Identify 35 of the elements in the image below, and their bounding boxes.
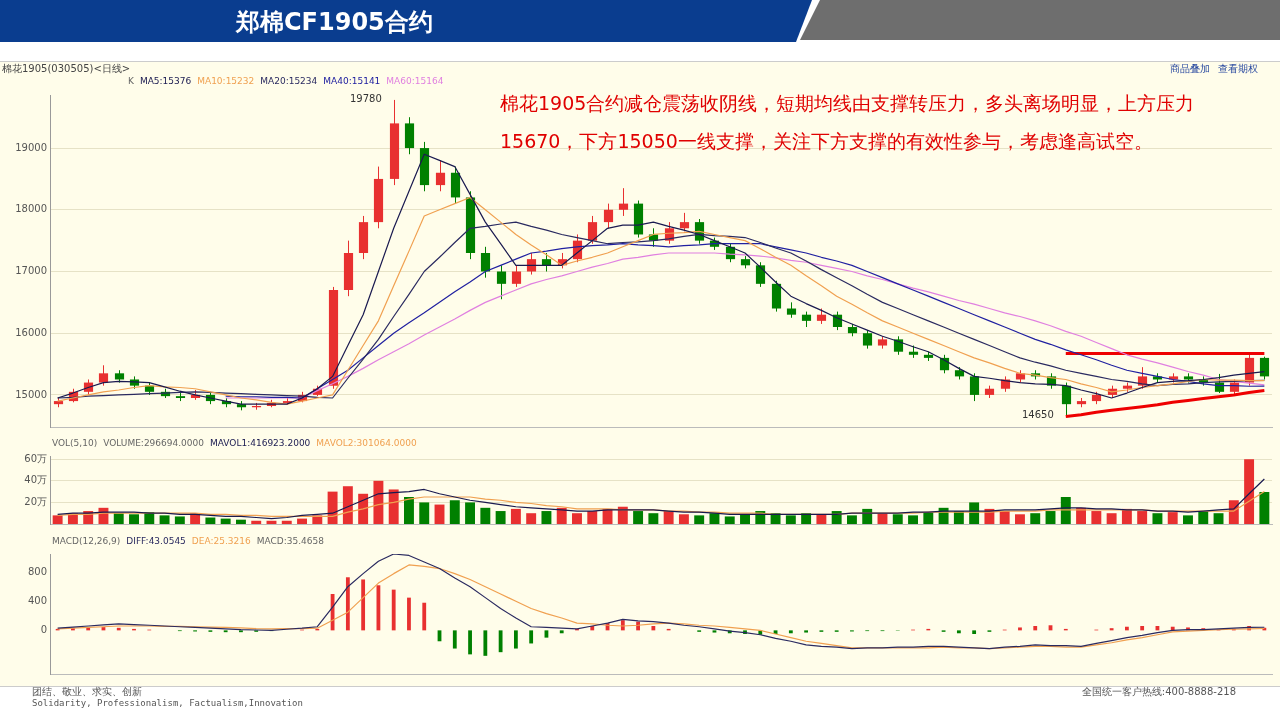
text: K — [128, 76, 134, 86]
chart-title: MACD(12,26,9) — [52, 536, 121, 546]
text: MA10:15232 — [197, 76, 255, 86]
chart-title: VOL(5,10) — [52, 438, 98, 448]
y-tick-label: 19000 — [15, 141, 47, 153]
text: MACD:35.4658 — [256, 536, 324, 546]
text: MAVOL2:301064.0000 — [316, 438, 417, 448]
y-tick-label: 16000 — [15, 326, 47, 338]
y-tick-label: 18000 — [15, 203, 47, 215]
annotation: 棉花1905合约减仓震荡收阴线，短期均线由支撑转压力，多头离场明显，上方压力15670，下方15050一线支撑，关注下方支撑的有效性参与，考虑逢高试空。 — [500, 91, 1196, 154]
text: MA40:15141 — [323, 76, 381, 86]
text: 全国统一客户热线:400-8888-218 — [1081, 685, 1236, 699]
text: DIFF:43.0545 — [126, 536, 186, 546]
text: MA5:15376 — [139, 76, 192, 86]
annotation: 14650 — [1022, 409, 1054, 420]
y-tick-label: 17000 — [15, 265, 47, 277]
y-tick-label: 40万 — [24, 474, 47, 486]
y-tick-label: 800 — [27, 565, 47, 577]
text: 商品叠加 — [1170, 62, 1210, 76]
text: 查看期权 — [1218, 62, 1258, 76]
text: MAVOL1:416923.2000 — [210, 438, 311, 448]
annotation: 19780 — [350, 93, 382, 104]
text: MA60:15164 — [386, 76, 444, 86]
y-tick-label: 400 — [27, 594, 47, 606]
y-tick-label: 60万 — [24, 452, 47, 464]
text: 团结、敬业、求实、创新 — [32, 685, 142, 699]
chart-title: 郑棉CF1905合约 — [236, 7, 433, 38]
text: Solidarity, Professionalism, Factualism,Innovation — [32, 698, 303, 708]
chart-subtitle: 棉花1905(030505)<日线> — [2, 62, 131, 76]
text: VOLUME:296694.0000 — [103, 438, 205, 448]
y-tick-label: 0 — [40, 623, 47, 635]
text: DEA:25.3216 — [191, 536, 251, 546]
y-tick-label: 20万 — [24, 496, 47, 508]
y-tick-label: 15000 — [15, 388, 47, 400]
text: MA20:15234 — [260, 76, 318, 86]
